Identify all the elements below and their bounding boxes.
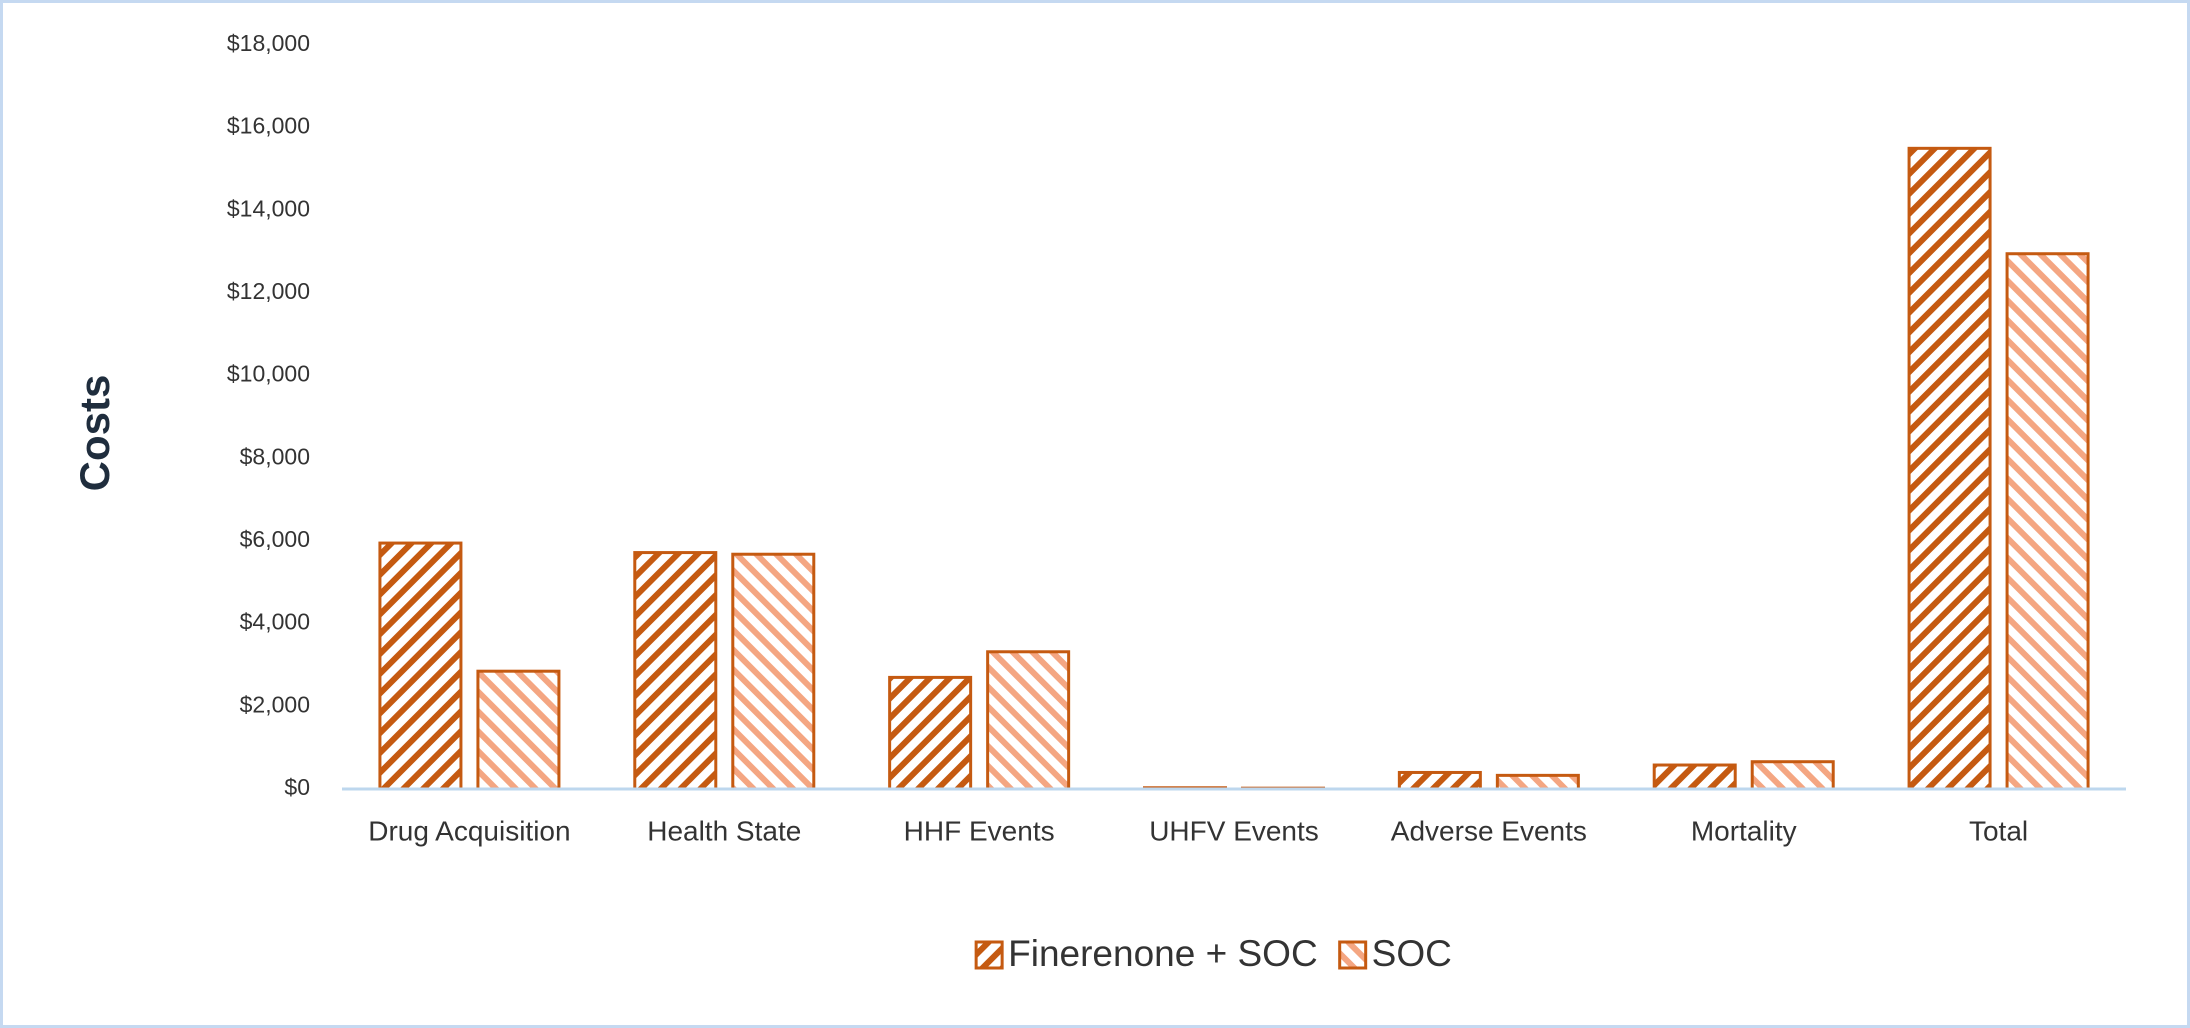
y-axis-label: Costs [71, 375, 118, 492]
bar [2005, 252, 2090, 791]
bar [888, 675, 973, 791]
x-tick-label: HHF Events [904, 815, 1055, 846]
y-tick-label: $0 [284, 774, 310, 800]
legend-label: SOC [1372, 933, 1452, 974]
bar [1397, 770, 1482, 791]
y-tick-label: $10,000 [227, 361, 310, 387]
x-tick-label: Mortality [1691, 815, 1797, 846]
x-tick-label: Drug Acquisition [368, 815, 570, 846]
y-tick-label: $16,000 [227, 113, 310, 139]
y-tick-label: $14,000 [227, 195, 310, 221]
x-tick-label: Adverse Events [1391, 815, 1587, 846]
y-tick-label: $6,000 [240, 526, 310, 552]
legend-swatch [974, 940, 1004, 970]
y-tick-label: $8,000 [240, 443, 310, 469]
bar [1652, 763, 1737, 791]
bar [731, 552, 816, 791]
x-tick-label: UHFV Events [1149, 815, 1319, 846]
y-tick-label: $2,000 [240, 691, 310, 717]
legend: Finerenone + SOC SOC [974, 933, 1452, 974]
legend-swatch [1338, 940, 1368, 970]
x-tick-label: Total [1969, 815, 2028, 846]
y-tick-label: $12,000 [227, 278, 310, 304]
bar [986, 650, 1071, 791]
bar [1907, 146, 1992, 791]
bar [476, 669, 561, 791]
bar [1750, 760, 1835, 791]
bar [1495, 773, 1580, 791]
x-tick-label: Health State [647, 815, 801, 846]
legend-label: Finerenone + SOC [1008, 933, 1318, 974]
bar [633, 551, 718, 791]
y-tick-label: $18,000 [227, 30, 310, 56]
y-tick-label: $4,000 [240, 609, 310, 635]
bar [378, 541, 463, 791]
